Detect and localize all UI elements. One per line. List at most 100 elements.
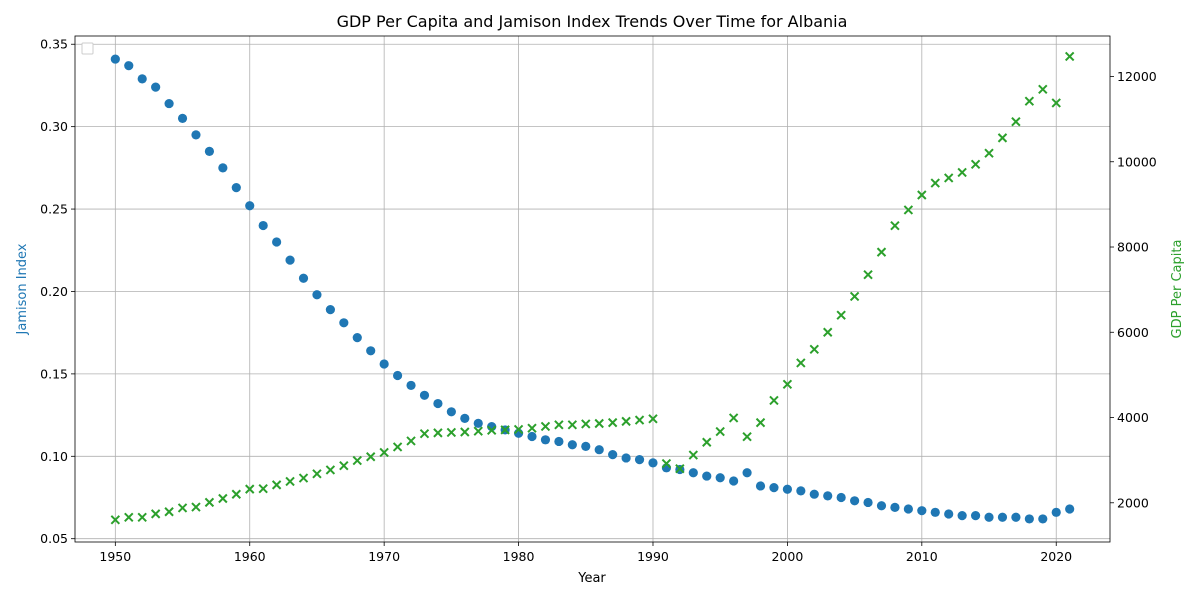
- gdp-point: [903, 205, 914, 215]
- jamison-point: [863, 497, 873, 508]
- gdp-point: [715, 426, 725, 437]
- gdp-point: [379, 447, 389, 458]
- gdp-point: [473, 426, 483, 436]
- x-tick-label: 1950: [99, 549, 131, 564]
- gdp-point: [796, 358, 806, 368]
- jamison-point: [245, 201, 255, 211]
- gdp-point: [245, 484, 255, 494]
- jamison-point: [137, 74, 147, 84]
- jamison-point: [379, 359, 389, 369]
- gdp-point: [191, 502, 201, 512]
- gdp-point: [957, 167, 967, 178]
- gdp-point: [917, 190, 927, 200]
- gdp-point: [325, 465, 336, 475]
- jamison-point: [110, 54, 120, 64]
- gdp-point: [648, 414, 658, 424]
- left-y-tick-label: 0.35: [40, 37, 68, 52]
- gdp-point: [567, 420, 578, 430]
- jamison-point: [850, 496, 860, 506]
- right-y-tick-label: 2000: [1117, 495, 1149, 510]
- jamison-point: [151, 82, 161, 92]
- jamison-point: [392, 370, 403, 381]
- jamison-point: [231, 183, 241, 193]
- jamison-point: [742, 468, 752, 478]
- left-y-axis-label: Jamison Index: [15, 243, 30, 335]
- jamison-point: [164, 98, 174, 109]
- right-y-axis-label: GDP Per Capita: [1170, 240, 1185, 339]
- jamison-point: [177, 113, 188, 124]
- x-tick-label: 1970: [368, 549, 400, 564]
- gdp-point: [863, 270, 873, 280]
- jamison-point: [957, 511, 967, 521]
- gdp-point: [688, 450, 699, 460]
- jamison-point: [325, 305, 335, 315]
- gdp-point: [177, 503, 188, 513]
- x-tick-label: 1960: [234, 549, 266, 564]
- gdp-point: [1051, 98, 1061, 108]
- jamison-point: [796, 486, 806, 496]
- gdp-point: [675, 463, 685, 474]
- gdp-point: [728, 413, 739, 423]
- gdp-point: [433, 428, 443, 438]
- gdp-point: [823, 327, 833, 337]
- jamison-point: [218, 163, 228, 173]
- jamison-point: [823, 491, 833, 501]
- gdp-point: [607, 417, 618, 428]
- jamison-point: [688, 468, 698, 478]
- jamison-point: [608, 450, 618, 460]
- gdp-point: [285, 476, 295, 487]
- gdp-point: [460, 427, 470, 437]
- gdp-point: [164, 507, 174, 517]
- jamison-point: [460, 413, 470, 423]
- gdp-point: [150, 509, 161, 519]
- jamison-point: [634, 454, 645, 465]
- jamison-point: [1011, 512, 1021, 522]
- grid: [75, 36, 1110, 542]
- jamison-point: [191, 130, 201, 140]
- x-axis-ticks: 1950 1960 1970 1980 1990 2000 2010 2020: [99, 542, 1072, 564]
- gdp-point: [984, 148, 994, 158]
- gdp-point: [513, 424, 524, 435]
- gdp-point: [298, 473, 309, 483]
- jamison-point: [782, 484, 793, 494]
- right-y-axis-ticks: 2000 4000 6000 8000 10000 12000: [1110, 69, 1157, 510]
- jamison-point: [769, 483, 779, 493]
- jamison-point: [419, 390, 430, 400]
- jamison-point: [473, 418, 483, 428]
- gdp-point: [997, 133, 1008, 143]
- x-tick-label: 2010: [906, 549, 938, 564]
- left-y-tick-label: 0.15: [40, 366, 68, 381]
- jamison-point: [702, 471, 712, 481]
- gdp-point: [1011, 116, 1021, 127]
- left-y-axis-ticks: 0.05 0.10 0.15 0.20 0.25 0.30 0.35: [40, 37, 75, 546]
- x-tick-label: 2020: [1040, 549, 1072, 564]
- x-tick-label: 1990: [637, 549, 669, 564]
- gdp-point: [970, 159, 981, 170]
- jamison-point: [124, 61, 134, 71]
- jamison-point: [285, 255, 295, 265]
- gdp-point: [204, 497, 215, 508]
- gdp-point: [124, 512, 134, 522]
- left-y-tick-label: 0.25: [40, 202, 68, 217]
- jamison-point: [258, 220, 268, 231]
- gdp-point: [809, 344, 819, 355]
- gdp-point: [500, 425, 510, 435]
- gdp-point: [769, 395, 779, 406]
- jamison-point: [890, 502, 900, 512]
- gdp-point: [446, 427, 457, 438]
- gdp-point: [782, 379, 793, 389]
- jamison-point: [554, 436, 564, 447]
- gdp-point: [876, 247, 887, 257]
- gdp-point: [702, 437, 712, 447]
- jamison-point: [997, 512, 1008, 522]
- jamison-point: [527, 431, 537, 442]
- gdp-point: [366, 452, 376, 462]
- gdp-point: [836, 310, 846, 320]
- x-tick-label: 2000: [771, 549, 803, 564]
- jamison-point: [406, 380, 416, 391]
- jamison-point: [930, 507, 940, 517]
- x-tick-label: 1980: [503, 549, 535, 564]
- gdp-point: [231, 489, 242, 499]
- jamison-point: [836, 492, 846, 503]
